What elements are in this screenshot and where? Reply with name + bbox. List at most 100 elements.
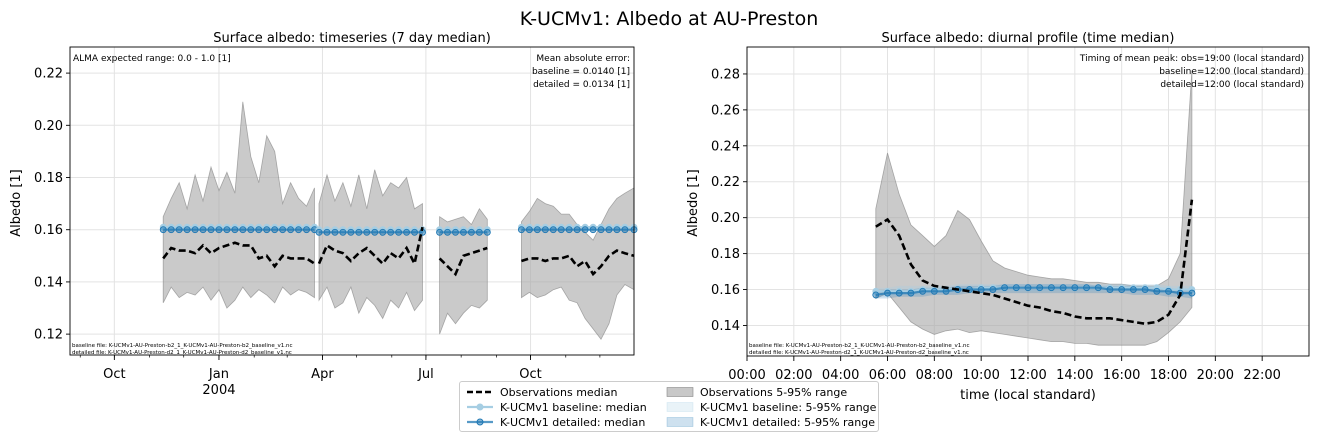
timeseries-mae-detailed: detailed = 0.0134 [1] bbox=[533, 80, 630, 90]
figure-title: K-UCMv1: Albedo at AU-Preston bbox=[520, 8, 819, 30]
timeseries-ytick-label: 0.20 bbox=[34, 119, 63, 134]
diurnal-detailed-median-line bbox=[875, 286, 1192, 296]
legend-item-obs-range: Observations 5-95% range bbox=[666, 384, 847, 400]
diurnal-peak-title: Timing of mean peak: obs=19:00 (local st… bbox=[1079, 54, 1304, 64]
timeseries-detailed-point bbox=[175, 226, 183, 234]
legend-swatch-baseline-median bbox=[467, 403, 493, 411]
timeseries-detailed-point bbox=[467, 228, 475, 236]
diurnal-detailed-point bbox=[1047, 284, 1055, 292]
diurnal-ytick-label: 0.24 bbox=[711, 139, 740, 154]
timeseries-obs-median-line bbox=[520, 249, 635, 277]
timeseries-detailed-point bbox=[239, 226, 247, 234]
timeseries-xtick-label: Apr bbox=[311, 367, 334, 382]
timeseries-title: Surface albedo: timeseries (7 day median… bbox=[213, 31, 491, 46]
timeseries-detailed-point bbox=[263, 226, 271, 234]
diurnal-detailed-point bbox=[1153, 287, 1161, 295]
timeseries-detailed-point bbox=[597, 226, 605, 234]
legend-item-baseline-range: K-UCMv1 baseline: 5-95% range bbox=[666, 399, 876, 415]
timeseries-ytick-label: 0.14 bbox=[34, 275, 63, 290]
timeseries-file-baseline: baseline file: K-UCMv1-AU-Preston-b2_1_K… bbox=[72, 343, 293, 349]
timeseries-detailed-point bbox=[207, 226, 215, 234]
timeseries-detailed-point bbox=[589, 226, 597, 234]
timeseries-detailed-point bbox=[371, 228, 379, 236]
timeseries-detailed-point bbox=[549, 226, 557, 234]
diurnal-xtick-label: 02:00 bbox=[775, 368, 812, 383]
diurnal-file-detailed: detailed file: K-UCMv1-AU-Preston-d2_1_K… bbox=[749, 350, 969, 356]
diurnal-xtick-label: 22:00 bbox=[1243, 368, 1280, 383]
timeseries-detailed-point bbox=[475, 228, 483, 236]
diurnal-ylabel: Albedo [1] bbox=[686, 169, 701, 237]
timeseries-detailed-point bbox=[287, 226, 295, 234]
diurnal-xtick-label: 10:00 bbox=[962, 368, 999, 383]
diurnal-detailed-point bbox=[1129, 286, 1137, 293]
diurnal-detailed-point bbox=[907, 289, 915, 297]
diurnal-ytick-label: 0.14 bbox=[711, 319, 740, 334]
diurnal-peak-baseline: baseline=12:00 (local standard) bbox=[1159, 67, 1304, 77]
timeseries-xtick-label: Oct bbox=[519, 367, 541, 382]
timeseries-detailed-point bbox=[331, 228, 339, 236]
diurnal-detailed-point bbox=[1083, 284, 1090, 292]
legend-swatch-detailed-range bbox=[666, 417, 694, 427]
timeseries-panel: Surface albedo: timeseries (7 day median… bbox=[9, 31, 638, 398]
timeseries-detailed-point bbox=[395, 228, 403, 236]
diurnal-detailed-point bbox=[1141, 286, 1149, 293]
timeseries-detailed-point bbox=[621, 226, 629, 234]
legend-label-detailed-range: K-UCMv1 detailed: 5-95% range bbox=[700, 415, 876, 429]
timeseries-detailed-point bbox=[339, 228, 347, 236]
timeseries-detailed-point bbox=[444, 228, 451, 236]
diurnal-ytick-label: 0.18 bbox=[711, 247, 740, 262]
diurnal-file-baseline: baseline file: K-UCMv1-AU-Preston-b2_1_K… bbox=[749, 343, 970, 349]
diurnal-xlabel: time (local standard) bbox=[960, 388, 1096, 403]
legend: Observations median K-UCMv1 baseline: me… bbox=[459, 381, 879, 432]
timeseries-ytick-label: 0.22 bbox=[34, 67, 63, 82]
diurnal-detailed-point bbox=[1001, 284, 1009, 292]
diurnal-detailed-point bbox=[989, 286, 997, 293]
timeseries-detailed-point bbox=[517, 226, 525, 234]
legend-swatch-baseline-range bbox=[666, 402, 694, 412]
timeseries-xtick-label: Jan bbox=[208, 367, 229, 382]
timeseries-obs-range-band bbox=[521, 187, 635, 341]
timeseries-detailed-point bbox=[247, 226, 255, 234]
legend-item-detailed-range: K-UCMv1 detailed: 5-95% range bbox=[666, 414, 875, 430]
timeseries-mae-title: Mean absolute error: bbox=[536, 54, 630, 64]
timeseries-detailed-point bbox=[605, 226, 613, 234]
diurnal-detailed-point bbox=[977, 286, 985, 293]
diurnal-axes-frame bbox=[746, 46, 1310, 357]
legend-label-detailed-median: K-UCMv1 detailed: median bbox=[500, 415, 646, 429]
diurnal-detailed-point bbox=[884, 289, 891, 297]
timeseries-ytick-label: 0.18 bbox=[34, 171, 63, 186]
diurnal-xtick-label: 06:00 bbox=[869, 368, 906, 383]
timeseries-detailed-point bbox=[387, 228, 395, 236]
diurnal-xtick-label: 12:00 bbox=[1009, 368, 1046, 383]
diurnal-detailed-point bbox=[1094, 284, 1102, 292]
diurnal-detailed-point bbox=[919, 287, 927, 295]
diurnal-detailed-point bbox=[1024, 284, 1032, 292]
diurnal-xtick-label: 04:00 bbox=[822, 368, 859, 383]
legend-label-baseline-range: K-UCMv1 baseline: 5-95% range bbox=[700, 400, 877, 414]
diurnal-obs-median-line bbox=[875, 199, 1194, 326]
timeseries-detailed-point bbox=[363, 228, 371, 236]
diurnal-ytick-label: 0.26 bbox=[711, 103, 740, 118]
timeseries-detailed-point bbox=[231, 226, 239, 234]
timeseries-xtick-sublabel: 2004 bbox=[202, 383, 235, 398]
diurnal-panel: Surface albedo: diurnal profile (time me… bbox=[686, 31, 1310, 403]
timeseries-detailed-point bbox=[581, 226, 589, 234]
legend-label-baseline-median: K-UCMv1 baseline: median bbox=[500, 400, 647, 414]
timeseries-file-detailed: detailed file: K-UCMv1-AU-Preston-d2_1_K… bbox=[72, 350, 292, 356]
diurnal-detailed-point bbox=[872, 291, 880, 299]
timeseries-obs-range-band bbox=[162, 101, 315, 309]
diurnal-detailed-point bbox=[1036, 284, 1044, 292]
legend-item-baseline-median: K-UCMv1 baseline: median bbox=[466, 399, 647, 415]
timeseries-detailed-point bbox=[459, 228, 467, 236]
diurnal-detailed-point bbox=[1165, 287, 1172, 295]
timeseries-detailed-point bbox=[347, 228, 355, 236]
diurnal-peak-detailed: detailed=12:00 (local standard) bbox=[1160, 80, 1304, 90]
timeseries-detailed-point bbox=[613, 226, 621, 234]
timeseries-obs-median-line bbox=[438, 246, 488, 277]
legend-label-obs-median: Observations median bbox=[500, 385, 618, 399]
diurnal-plot-area: 0.14 0.16 0.18 0.20 0.22 0.24 0.26 0.28 00:00 02:… bbox=[711, 46, 1310, 383]
timeseries-mae-baseline: baseline = 0.0140 [1] bbox=[532, 67, 630, 77]
legend-label-obs-range: Observations 5-95% range bbox=[700, 385, 848, 399]
timeseries-detailed-point bbox=[525, 226, 533, 234]
